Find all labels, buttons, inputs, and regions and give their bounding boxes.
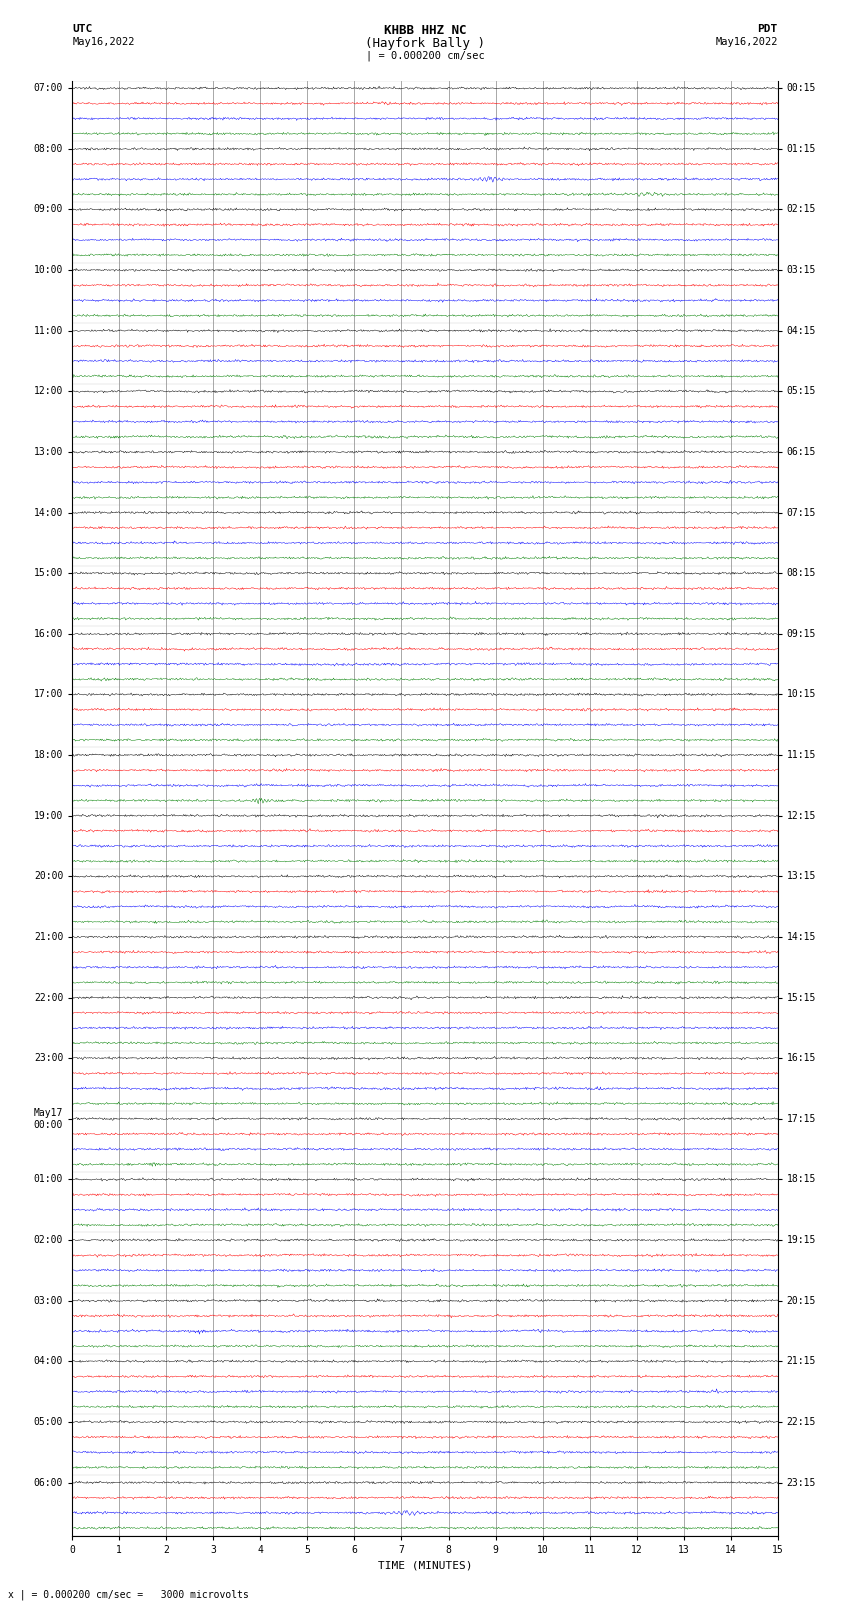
Text: x | = 0.000200 cm/sec =   3000 microvolts: x | = 0.000200 cm/sec = 3000 microvolts (8, 1589, 249, 1600)
Text: May16,2022: May16,2022 (715, 37, 778, 47)
Text: (Hayfork Bally ): (Hayfork Bally ) (365, 37, 485, 50)
Text: | = 0.000200 cm/sec: | = 0.000200 cm/sec (366, 50, 484, 61)
Text: UTC: UTC (72, 24, 93, 34)
Text: May16,2022: May16,2022 (72, 37, 135, 47)
Text: PDT: PDT (757, 24, 778, 34)
X-axis label: TIME (MINUTES): TIME (MINUTES) (377, 1560, 473, 1569)
Text: KHBB HHZ NC: KHBB HHZ NC (383, 24, 467, 37)
